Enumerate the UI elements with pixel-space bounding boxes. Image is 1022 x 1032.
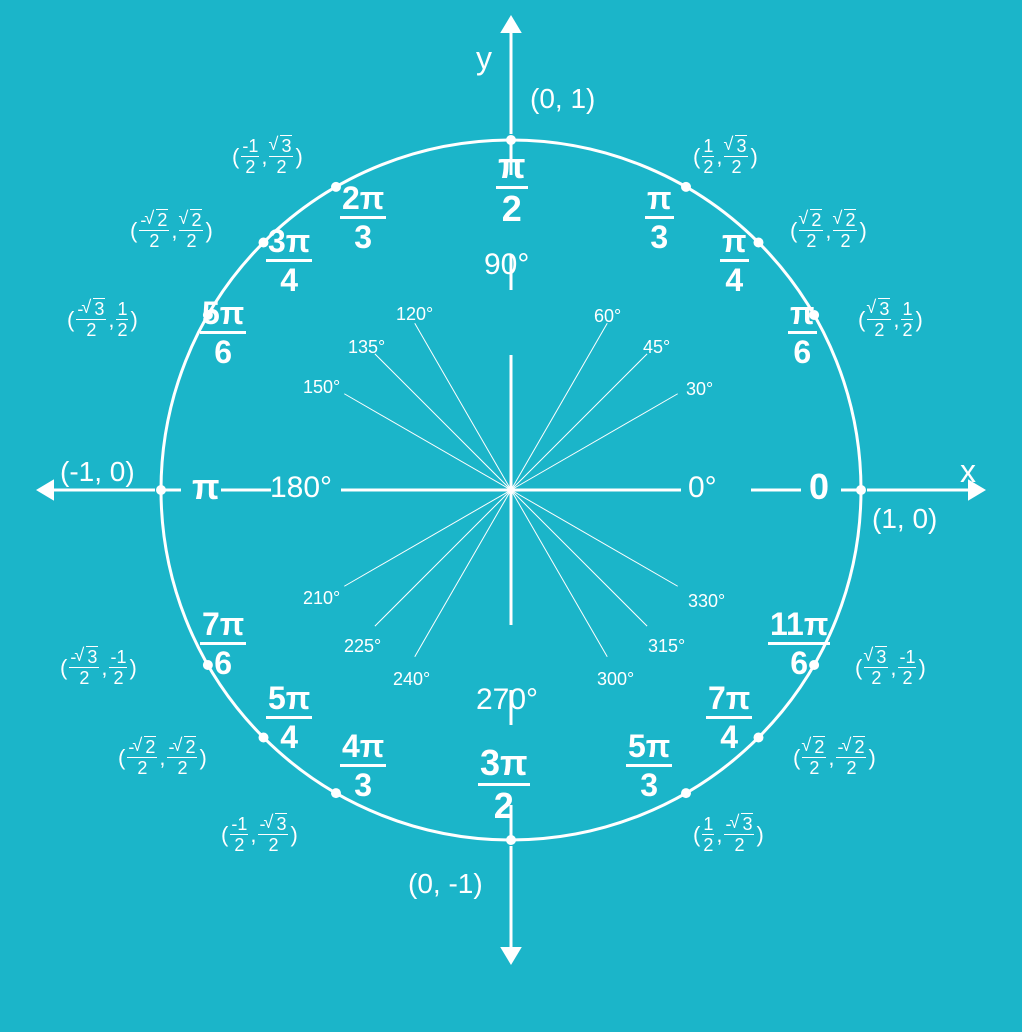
deg-30: 30° (686, 380, 713, 398)
deg-300: 300° (597, 670, 634, 688)
rad-3pi-2: 3π2 (478, 745, 530, 824)
deg-225: 225° (344, 637, 381, 655)
coord-135: (-22,22) (130, 211, 213, 250)
deg-0: 0° (688, 473, 717, 503)
rad-5pi-4: 5π4 (266, 682, 312, 753)
deg-270: 270° (476, 685, 538, 715)
coord-45: (22,22) (790, 211, 867, 250)
rad-pi-6: π6 (788, 297, 817, 368)
deg-315: 315° (648, 637, 685, 655)
deg-210: 210° (303, 589, 340, 607)
coord-neg1-0: (-1, 0) (60, 458, 135, 486)
rad-5pi-3: 5π3 (626, 730, 672, 801)
deg-60: 60° (594, 307, 621, 325)
rad-3pi-4: 3π4 (266, 225, 312, 296)
deg-330: 330° (688, 592, 725, 610)
rad-pi-3: π3 (645, 182, 674, 253)
coord-240: (-12,-32) (221, 815, 298, 854)
coord-225: (-22,-22) (118, 738, 207, 777)
coord-315: (22,-22) (793, 738, 876, 777)
coord-300: (12,-32) (693, 815, 764, 854)
rad-4pi-3: 4π3 (340, 730, 386, 801)
x-axis-label: x (960, 455, 976, 487)
rad-5pi-6: 5π6 (200, 297, 246, 368)
coord-60: (12,32) (693, 137, 758, 176)
rad-7pi-6: 7π6 (200, 608, 246, 679)
coord-210: (-32,-12) (60, 648, 137, 687)
rad-11pi-6: 11π6 (768, 608, 830, 679)
deg-240: 240° (393, 670, 430, 688)
rad-2pi-3: 2π3 (340, 182, 386, 253)
rad-7pi-4: 7π4 (706, 682, 752, 753)
deg-90: 90° (484, 250, 529, 280)
rad-0: 0 (809, 469, 829, 505)
coord-0-1: (0, 1) (530, 85, 595, 113)
coord-120: (-12,32) (232, 137, 303, 176)
deg-135: 135° (348, 338, 385, 356)
deg-180: 180° (270, 473, 332, 503)
deg-150: 150° (303, 378, 340, 396)
rad-pi-2: π2 (496, 148, 528, 227)
deg-120: 120° (396, 305, 433, 323)
y-axis-label: y (476, 42, 492, 74)
deg-45: 45° (643, 338, 670, 356)
rad-pi-4: π4 (720, 225, 749, 296)
rad-pi: π (192, 469, 220, 505)
coord-330: (32,-12) (855, 648, 926, 687)
coord-30: (32,12) (858, 300, 923, 339)
coord-1-0: (1, 0) (872, 505, 937, 533)
coord-150: (-32,12) (67, 300, 138, 339)
coord-0-neg1: (0, -1) (408, 870, 483, 898)
